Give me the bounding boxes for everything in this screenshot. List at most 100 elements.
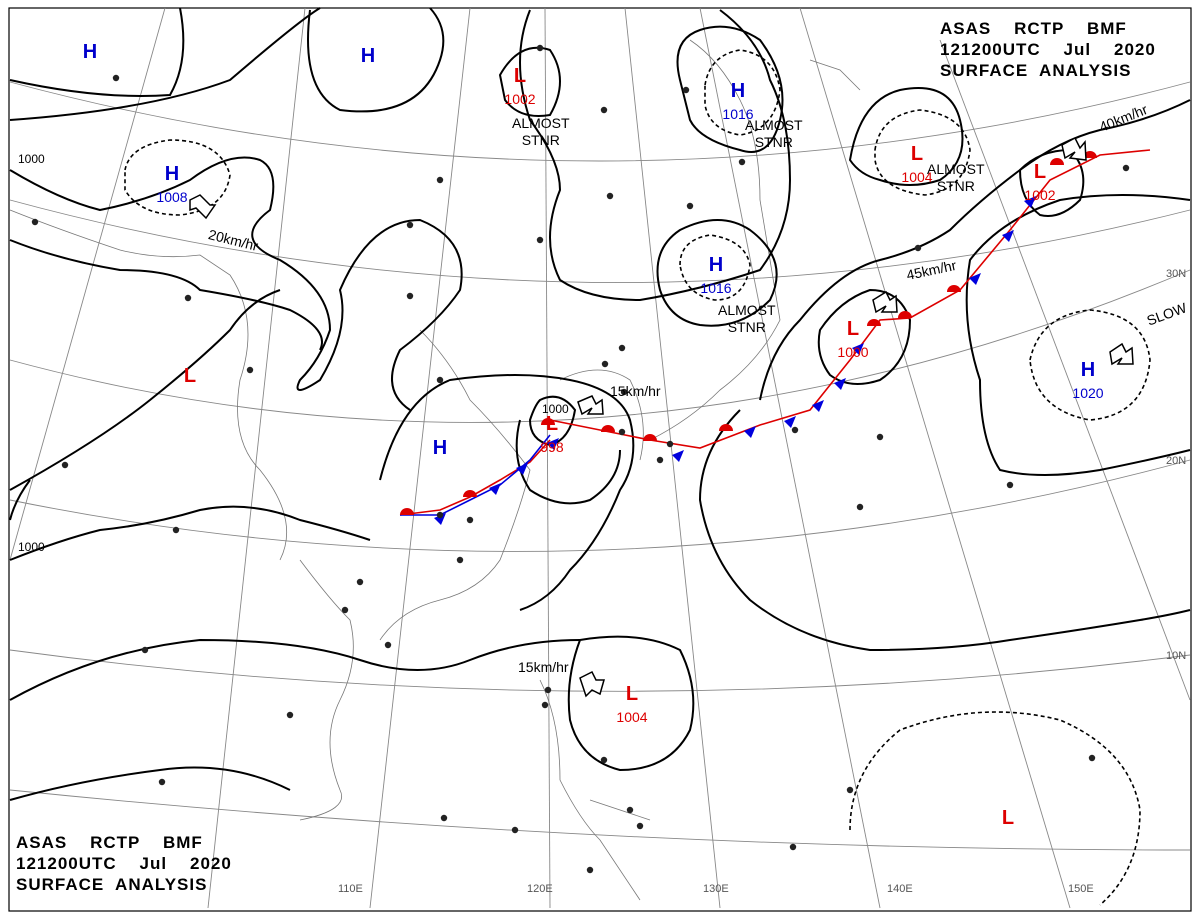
- almost-stnr-note: ALMOST STNR: [512, 115, 570, 148]
- pressure-center-letter: L: [911, 143, 923, 165]
- station-marker: [544, 686, 552, 694]
- station-marker: [536, 44, 544, 52]
- pressure-center-value: 1004: [901, 169, 932, 185]
- high-pressure-center: H 1016: [722, 80, 753, 122]
- header-line-1: ASAS RCTP BMF: [940, 19, 1127, 38]
- pressure-center-value: 1016: [700, 280, 731, 296]
- station-marker: [666, 440, 674, 448]
- coastlines: [9, 39, 861, 901]
- lon-label: 130E: [703, 883, 729, 895]
- pressure-center-letter: H: [361, 45, 375, 67]
- lat-label: 10N: [1166, 650, 1187, 662]
- station-marker: [626, 806, 634, 814]
- pressure-center-letter: L: [184, 365, 196, 387]
- station-marker: [1088, 754, 1096, 762]
- lat-label: 20N: [1166, 455, 1187, 467]
- pressure-center-letter: H: [731, 80, 745, 102]
- cold-front-mark: [672, 450, 684, 462]
- station-marker: [466, 516, 474, 524]
- pressure-center-letter: L: [626, 683, 638, 705]
- cold-front-mark: [969, 273, 981, 285]
- pressure-center-letter: L: [546, 413, 558, 435]
- warm-front-mark: [541, 418, 555, 425]
- station-marker: [682, 86, 690, 94]
- station-marker: [356, 578, 364, 586]
- low-pressure-center: L 998: [540, 413, 564, 455]
- station-marker: [686, 202, 694, 210]
- station-marker: [791, 426, 799, 434]
- cold-front-mark: [547, 438, 559, 450]
- almost-stnr-note: ALMOST STNR: [745, 117, 803, 150]
- pressure-center-value: 1000: [837, 344, 868, 360]
- station-marker: [511, 826, 519, 834]
- almost-stnr-note: ALMOST STNR: [927, 161, 985, 194]
- station-marker: [184, 294, 192, 302]
- pressure-center-letter: H: [1081, 359, 1095, 381]
- station-marker: [436, 176, 444, 184]
- warm-front-mark: [601, 425, 615, 432]
- cold-front-mark: [744, 426, 756, 438]
- header-line-3: SURFACE ANALYSIS: [16, 875, 208, 894]
- high-pressure-center: H: [83, 41, 97, 63]
- station-marker: [436, 511, 444, 519]
- warm-front-mark: [719, 424, 733, 431]
- station-marker: [636, 822, 644, 830]
- front-symbols: [400, 151, 1097, 525]
- motion-speed: 15km/hr: [518, 659, 569, 675]
- pressure-center-value: 1002: [1024, 187, 1055, 203]
- pressure-center-letter: H: [709, 254, 723, 276]
- station-marker: [600, 106, 608, 114]
- station-marker: [1122, 164, 1130, 172]
- station-marker: [61, 461, 69, 469]
- motion-arrow-icon: [1061, 136, 1087, 161]
- motion-arrows: [189, 136, 1134, 698]
- low-pressure-center: L: [1002, 807, 1014, 829]
- station-marker: [606, 192, 614, 200]
- high-pressure-center: H 1008: [156, 163, 187, 205]
- warm-front-mark: [643, 434, 657, 441]
- low-pressure-center: L 1002: [504, 65, 535, 107]
- pressure-center-letter: L: [847, 318, 859, 340]
- station-marker: [440, 814, 448, 822]
- dashed-isobars: [124, 49, 1151, 906]
- header-line-2: 121200UTC Jul 2020: [16, 854, 232, 873]
- station-marker: [541, 701, 549, 709]
- header-line-2: 121200UTC Jul 2020: [940, 40, 1156, 59]
- pressure-center-value: 998: [540, 439, 564, 455]
- station-marker: [384, 641, 392, 649]
- station-marker: [586, 866, 594, 874]
- almost-stnr-note: ALMOST STNR: [718, 302, 776, 335]
- low-pressure-center: L 1004: [616, 683, 647, 725]
- pressure-center-value: 1016: [722, 106, 753, 122]
- isobar-label: 1000: [18, 152, 45, 166]
- pressure-center-letter: H: [165, 163, 179, 185]
- station-marker: [286, 711, 294, 719]
- low-pressure-center: L 1000: [837, 318, 868, 360]
- motion-arrow-icon: [577, 395, 604, 416]
- station-marker: [341, 606, 349, 614]
- high-pressure-center: H: [361, 45, 375, 67]
- isobar-label: 1000: [18, 540, 45, 554]
- station-marker: [31, 218, 39, 226]
- station-marker: [600, 756, 608, 764]
- warm-front-mark: [1050, 158, 1064, 165]
- station-marker: [601, 360, 609, 368]
- pressure-center-value: 1002: [504, 91, 535, 107]
- cold-front-mark: [784, 416, 796, 428]
- pressure-center-value: 1004: [616, 709, 647, 725]
- header-line-1: ASAS RCTP BMF: [16, 833, 203, 852]
- station-plots: [31, 44, 1130, 874]
- cold-front-mark: [812, 400, 824, 412]
- station-marker: [876, 433, 884, 441]
- lon-label: 140E: [887, 883, 913, 895]
- station-marker: [1006, 481, 1014, 489]
- station-marker: [456, 556, 464, 564]
- lon-label: 120E: [527, 883, 553, 895]
- lon-label: 110E: [338, 883, 363, 895]
- cold-front-mark: [852, 343, 864, 355]
- pressure-center-letter: L: [1002, 807, 1014, 829]
- isobar-label: 1000: [542, 402, 569, 416]
